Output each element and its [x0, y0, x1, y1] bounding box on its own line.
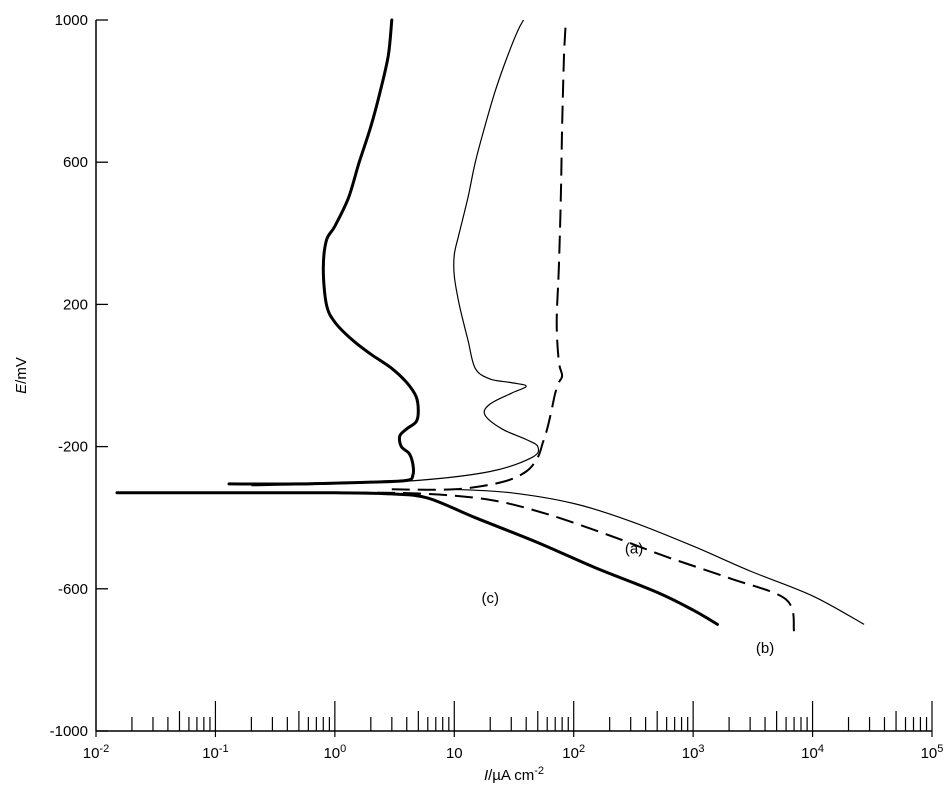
x-tick-base: 10: [323, 745, 340, 762]
curve-a-cathodic: [454, 488, 865, 625]
y-tick-label: -1000: [50, 723, 88, 740]
y-tick-label: 200: [63, 296, 88, 313]
x-tick-exponent: -2: [99, 743, 109, 755]
y-axis-title-unit: /mV: [13, 357, 30, 384]
curve-label-a: (a): [625, 540, 643, 557]
y-axis-title-symbol: E: [13, 383, 30, 394]
x-tick-exponent: -1: [219, 743, 229, 755]
x-tick-label: 103: [682, 743, 705, 762]
y-tick-label: 1000: [55, 12, 88, 29]
plot-frame: [95, 20, 932, 732]
x-tick-exponent: 4: [818, 743, 824, 755]
x-tick-exponent: 3: [698, 743, 704, 755]
curve-b-anodic: [391, 19, 567, 491]
minor-ticks: [131, 701, 933, 731]
x-tick-base: 10: [83, 745, 100, 762]
x-tick-base: 10: [562, 745, 579, 762]
x-tick-label: 10: [446, 745, 463, 762]
x-tick-base: 10: [801, 745, 818, 762]
x-tick-label: 100: [323, 743, 346, 762]
x-tick-label: 104: [801, 743, 824, 762]
curve-label-b: (b): [756, 640, 774, 657]
x-tick-base: 10: [682, 745, 699, 762]
y-axis-title: E/mV: [13, 357, 30, 394]
x-axis-title: I/µA cm-2: [484, 765, 544, 784]
x-tick-label: 10-1: [202, 743, 228, 762]
y-tick-label: 600: [63, 154, 88, 171]
curve-labels: (a) (b) (c): [481, 540, 774, 657]
curve-c-anodic: [227, 18, 420, 486]
x-tick-base: 10: [202, 745, 219, 762]
x-tick-label: 105: [921, 743, 944, 762]
curve-label-c: (c): [481, 590, 499, 607]
x-axis: 10-2 10-1 100 10 102 103 104 105: [83, 731, 944, 762]
curves: [115, 18, 865, 632]
x-axis-title-symbol: I: [484, 767, 488, 784]
x-axis-title-exponent: -2: [534, 765, 544, 777]
x-tick-exponent: 5: [937, 743, 943, 755]
x-tick-label: 10-2: [83, 743, 109, 762]
y-tick-label: -600: [58, 581, 88, 598]
curve-c-cathodic: [115, 491, 719, 626]
x-tick-label: 102: [562, 743, 585, 762]
x-tick-exponent: 0: [340, 743, 346, 755]
x-axis-title-unit: /µA cm: [488, 767, 534, 784]
x-tick-base: 10: [921, 745, 938, 762]
y-axis: 1000 600 200 -200 -600 -1000: [50, 12, 108, 740]
y-tick-label: -200: [58, 439, 88, 456]
curve-a-anodic: [251, 19, 540, 487]
x-tick-base: 10: [446, 745, 463, 762]
x-tick-exponent: 2: [579, 743, 585, 755]
